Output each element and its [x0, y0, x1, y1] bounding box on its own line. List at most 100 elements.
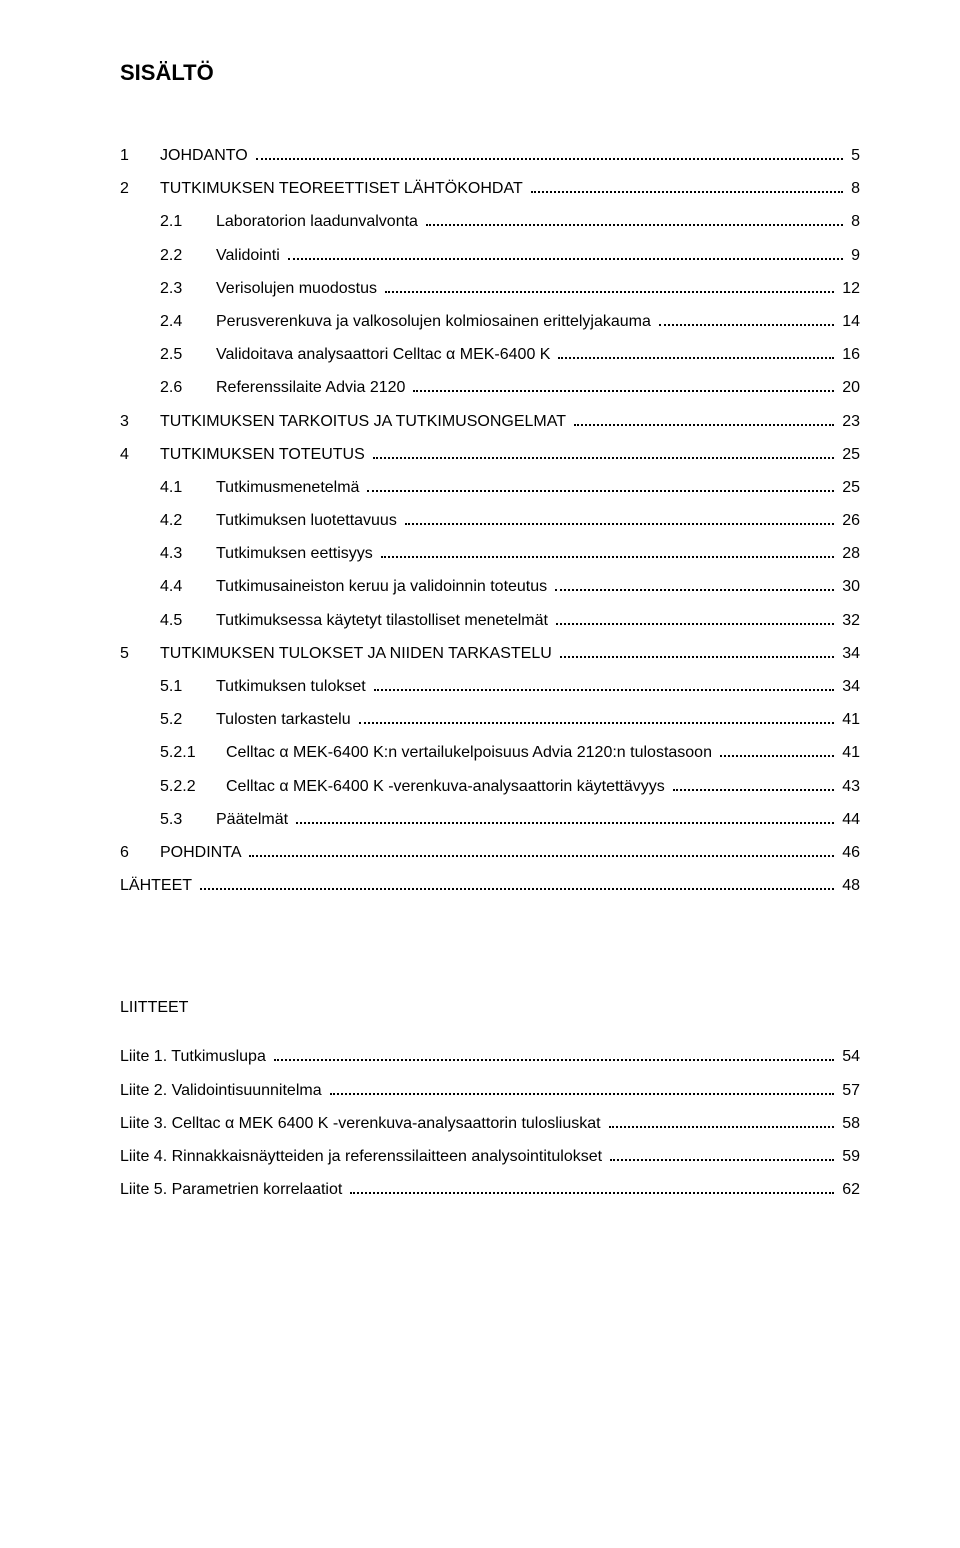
toc-entry: 4.1Tutkimusmenetelmä25: [160, 478, 860, 497]
toc-entry: 1JOHDANTO5: [120, 146, 860, 165]
toc-label: TUTKIMUKSEN TARKOITUS JA TUTKIMUSONGELMA…: [160, 412, 570, 431]
toc-leader-dots: [609, 1126, 835, 1128]
toc-label: Liite 4. Rinnakkaisnäytteiden ja referen…: [120, 1147, 606, 1166]
toc-leader-dots: [374, 689, 835, 691]
toc-entry: Liite 2. Validointisuunnitelma57: [120, 1081, 860, 1100]
toc-number: 4.4: [160, 577, 216, 596]
toc-page-number: 41: [838, 710, 860, 729]
toc-leader-dots: [249, 855, 834, 857]
toc-page-number: 5: [847, 146, 860, 165]
toc-number: 5.2: [160, 710, 216, 729]
toc-number: 5.2.1: [160, 743, 226, 762]
toc-appendix: Liite 1. Tutkimuslupa 54 Liite 2. Validoin…: [120, 1047, 860, 1199]
toc-main: 1JOHDANTO52TUTKIMUKSEN TEOREETTISET LÄHT…: [120, 146, 860, 895]
toc-page-number: 9: [847, 246, 860, 265]
toc-label: Verisolujen muodostus: [216, 279, 381, 298]
toc-number: 2.1: [160, 212, 216, 231]
toc-entry: Liite 4. Rinnakkaisnäytteiden ja referen…: [120, 1147, 860, 1166]
toc-entry: 2.3Verisolujen muodostus 12: [160, 279, 860, 298]
toc-page-number: 8: [847, 179, 860, 198]
toc-label: JOHDANTO: [160, 146, 252, 165]
toc-entry: Liite 1. Tutkimuslupa 54: [120, 1047, 860, 1066]
toc-label: Perusverenkuva ja valkosolujen kolmiosai…: [216, 312, 655, 331]
toc-label: TUTKIMUKSEN TEOREETTISET LÄHTÖKOHDAT: [160, 179, 527, 198]
toc-leader-dots: [574, 424, 834, 426]
toc-leader-dots: [560, 656, 834, 658]
toc-label: Laboratorion laadunvalvonta: [216, 212, 422, 231]
toc-page-number: 41: [838, 743, 860, 762]
toc-page-number: 34: [838, 644, 860, 663]
toc-label: Liite 1. Tutkimuslupa: [120, 1047, 270, 1066]
toc-number: 2.3: [160, 279, 216, 298]
toc-label: Tutkimuksen eettisyys: [216, 544, 377, 563]
toc-label: Liite 5. Parametrien korrelaatiot: [120, 1180, 346, 1199]
toc-leader-dots: [426, 224, 843, 226]
toc-leader-dots: [359, 722, 835, 724]
toc-page-number: 48: [838, 876, 860, 895]
toc-entry: LÄHTEET48: [120, 876, 860, 895]
toc-entry: 4TUTKIMUKSEN TOTEUTUS25: [120, 445, 860, 464]
toc-number: 3: [120, 412, 160, 431]
toc-label: Liite 3. Celltac α MEK 6400 K -verenkuva…: [120, 1114, 605, 1133]
toc-entry: 5.1Tutkimuksen tulokset34: [160, 677, 860, 696]
toc-leader-dots: [367, 490, 834, 492]
toc-entry: 2.2Validointi9: [160, 246, 860, 265]
toc-leader-dots: [381, 556, 834, 558]
toc-number: 4.3: [160, 544, 216, 563]
toc-number: 2.5: [160, 345, 216, 364]
toc-label: Päätelmät: [216, 810, 292, 829]
toc-page-number: 62: [838, 1180, 860, 1199]
toc-page-number: 46: [838, 843, 860, 862]
toc-leader-dots: [555, 589, 834, 591]
toc-label: TUTKIMUKSEN TOTEUTUS: [160, 445, 369, 464]
toc-label: Validoitava analysaattori Celltac α MEK-…: [216, 345, 554, 364]
toc-entry: 4.3Tutkimuksen eettisyys28: [160, 544, 860, 563]
toc-number: 5.2.2: [160, 777, 226, 796]
toc-page-number: 8: [847, 212, 860, 231]
toc-entry: 5TUTKIMUKSEN TULOKSET JA NIIDEN TARKASTE…: [120, 644, 860, 663]
toc-leader-dots: [405, 523, 834, 525]
toc-page-number: 54: [838, 1047, 860, 1066]
toc-leader-dots: [413, 390, 834, 392]
toc-entry: Liite 3. Celltac α MEK 6400 K -verenkuva…: [120, 1114, 860, 1133]
toc-page-number: 32: [838, 611, 860, 630]
toc-leader-dots: [330, 1093, 835, 1095]
toc-number: 2.4: [160, 312, 216, 331]
toc-label: TUTKIMUKSEN TULOKSET JA NIIDEN TARKASTEL…: [160, 644, 556, 663]
toc-entry: 5.3Päätelmät44: [160, 810, 860, 829]
toc-label: Tutkimuksen tulokset: [216, 677, 370, 696]
toc-label: Celltac α MEK-6400 K:n vertailukelpoisuu…: [226, 743, 716, 762]
toc-page-number: 12: [838, 279, 860, 298]
toc-leader-dots: [531, 191, 843, 193]
toc-entry: 4.4Tutkimusaineiston keruu ja validoinni…: [160, 577, 860, 596]
toc-leader-dots: [659, 324, 834, 326]
toc-page-number: 14: [838, 312, 860, 331]
toc-entry: 4.2Tutkimuksen luotettavuus26: [160, 511, 860, 530]
toc-page-number: 23: [838, 412, 860, 431]
toc-label: Tutkimusaineiston keruu ja validoinnin t…: [216, 577, 551, 596]
toc-page-number: 59: [838, 1147, 860, 1166]
toc-page-number: 58: [838, 1114, 860, 1133]
toc-page-number: 44: [838, 810, 860, 829]
toc-entry: 5.2.2Celltac α MEK-6400 K -verenkuva-ana…: [160, 777, 860, 796]
toc-entry: 5.2.1Celltac α MEK-6400 K:n vertailukelp…: [160, 743, 860, 762]
toc-page-number: 30: [838, 577, 860, 596]
toc-entry: 2.1Laboratorion laadunvalvonta 8: [160, 212, 860, 231]
toc-number: 2: [120, 179, 160, 198]
toc-page-number: 57: [838, 1081, 860, 1100]
toc-number: 5: [120, 644, 160, 663]
toc-number: 4.2: [160, 511, 216, 530]
toc-entry: 4.5Tutkimuksessa käytetyt tilastolliset …: [160, 611, 860, 630]
toc-label: Celltac α MEK-6400 K -verenkuva-analysaa…: [226, 777, 669, 796]
toc-leader-dots: [556, 623, 834, 625]
toc-entry: 6POHDINTA46: [120, 843, 860, 862]
toc-leader-dots: [296, 822, 834, 824]
toc-leader-dots: [350, 1192, 834, 1194]
toc-entry: 3TUTKIMUKSEN TARKOITUS JA TUTKIMUSONGELM…: [120, 412, 860, 431]
toc-page-number: 43: [838, 777, 860, 796]
toc-entry: 2.5Validoitava analysaattori Celltac α M…: [160, 345, 860, 364]
toc-label: POHDINTA: [160, 843, 245, 862]
toc-label: Referenssilaite Advia 2120: [216, 378, 409, 397]
toc-leader-dots: [720, 755, 834, 757]
toc-entry: Liite 5. Parametrien korrelaatiot 62: [120, 1180, 860, 1199]
